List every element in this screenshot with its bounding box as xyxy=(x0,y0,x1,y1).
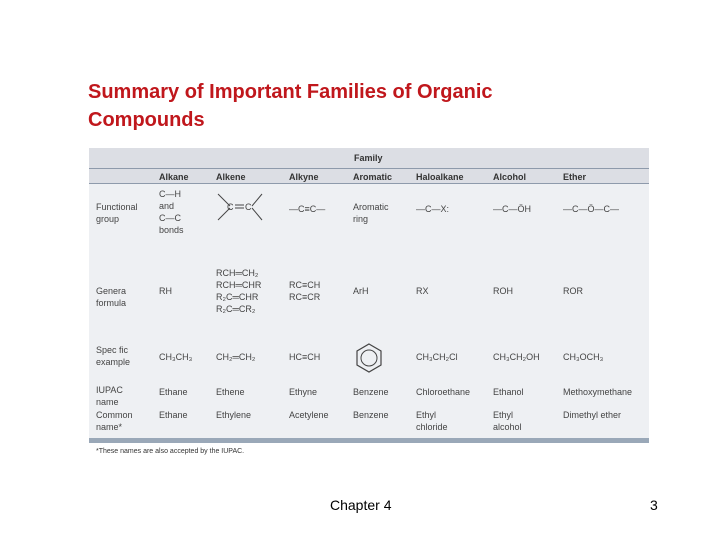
slide-title-line-1: Summary of Important Families of Organic xyxy=(88,81,493,103)
functional-group-aromatic: Aromatic ring xyxy=(353,202,389,224)
footer-chapter: Chapter 4 xyxy=(330,497,392,513)
row-label-functional-group: Functional group xyxy=(96,202,138,224)
benzene-ring-icon xyxy=(356,343,382,373)
svg-text:C: C xyxy=(227,202,234,212)
iupac-alkyne: Ethyne xyxy=(289,387,318,397)
col-header-alkyne: Alkyne xyxy=(289,172,319,182)
common-alkene: Ethylene xyxy=(216,410,252,420)
row-label-general-formula: Genera formula xyxy=(96,286,127,308)
page-number: 3 xyxy=(650,497,658,513)
functional-group-alkane: C—H and C—C bonds xyxy=(159,189,184,235)
common-alkane: Ethane xyxy=(159,410,188,420)
iupac-alkene: Ethene xyxy=(216,387,245,397)
iupac-alcohol: Ethanol xyxy=(493,387,524,397)
specific-example-alkene: CH₂═CH₂ xyxy=(216,352,256,362)
specific-example-haloalkane: CH₃CH₂Cl xyxy=(416,352,458,362)
slide-title: Summary of Important Families of Organic… xyxy=(88,78,648,134)
row-label-iupac-name: IUPAC name xyxy=(96,385,123,407)
family-heading: Family xyxy=(354,153,383,163)
col-header-haloalkane: Haloalkane xyxy=(416,172,464,182)
specific-example-alcohol: CH₃CH₂OH xyxy=(493,352,540,362)
specific-example-alkyne: HC≡CH xyxy=(289,352,321,362)
functional-group-haloalkane: —C—X: xyxy=(416,204,450,214)
general-formula-haloalkane: RX xyxy=(416,286,429,296)
families-table: Family Alkane Alkene Alkyne Aromatic Hal… xyxy=(89,148,649,444)
functional-group-ether: —C—Ö—C— xyxy=(563,204,619,214)
general-formula-ether: ROR xyxy=(563,286,583,296)
table-footnote: *These names are also accepted by the IU… xyxy=(96,448,245,455)
col-header-ether: Ether xyxy=(563,172,587,182)
col-header-alkane: Alkane xyxy=(159,172,189,182)
general-formula-alkene: RCH═CH₂ RCH═CHR R₂C═CHR R₂C═CR₂ xyxy=(216,268,262,314)
table-bottom-bar xyxy=(89,438,649,443)
common-alkyne: Acetylene xyxy=(289,410,329,420)
common-ether: Dimethyl ether xyxy=(563,410,622,420)
general-formula-alkyne: RC≡CH RC≡CR xyxy=(289,280,321,302)
col-header-aromatic: Aromatic xyxy=(353,172,393,182)
header-rule-bottom xyxy=(89,183,649,184)
general-formula-alkane: RH xyxy=(159,286,172,296)
functional-group-alkyne: —C≡C— xyxy=(289,204,326,214)
header-rule xyxy=(89,168,649,169)
row-label-common-name: Common name* xyxy=(96,410,133,432)
specific-example-alkane: CH₃CH₃ xyxy=(159,352,193,362)
functional-group-alcohol: —C—ÖH xyxy=(493,204,531,214)
iupac-ether: Methoxymethane xyxy=(563,387,633,397)
table-header-band xyxy=(89,148,649,184)
iupac-alkane: Ethane xyxy=(159,387,188,397)
iupac-haloalkane: Chloroethane xyxy=(416,387,471,397)
iupac-aromatic: Benzene xyxy=(353,387,389,397)
common-aromatic: Benzene xyxy=(353,410,389,420)
col-header-alkene: Alkene xyxy=(216,172,246,182)
slide-title-line-2: Compounds xyxy=(88,109,205,131)
col-header-alcohol: Alcohol xyxy=(493,172,526,182)
specific-example-ether: CH₃OCH₃ xyxy=(563,352,604,362)
common-alcohol: Ethyl alcohol xyxy=(493,410,522,432)
general-formula-aromatic: ArH xyxy=(353,286,369,296)
table-body xyxy=(89,184,649,440)
row-label-specific-example: Spec fic example xyxy=(96,345,131,367)
svg-text:C: C xyxy=(245,202,252,212)
alkene-double-bond-icon: C C xyxy=(217,193,263,221)
common-haloalkane: Ethyl chloride xyxy=(416,410,448,432)
general-formula-alcohol: ROH xyxy=(493,286,513,296)
